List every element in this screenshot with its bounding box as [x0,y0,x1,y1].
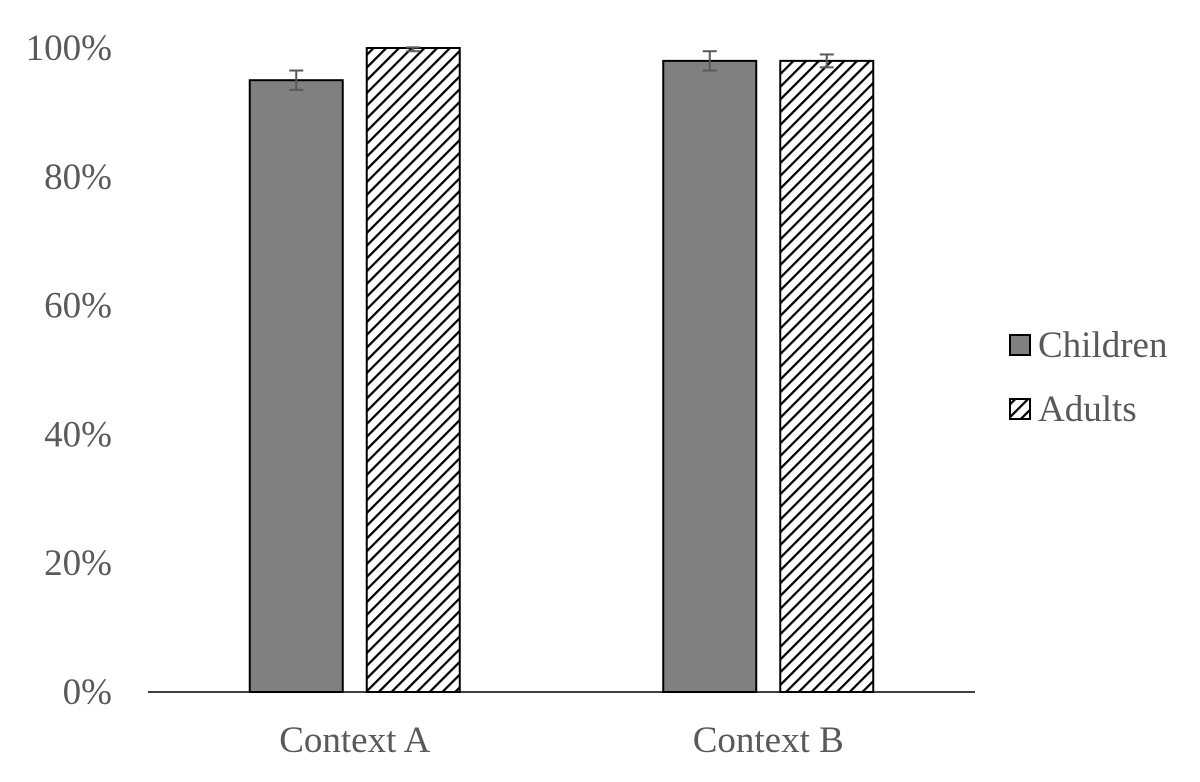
error-bar [289,69,304,91]
x-category-label: Context A [279,720,430,761]
bar-adults-1 [365,47,461,693]
y-axis: 0% 20% 40% 60% 80% 100% [26,28,112,713]
error-bar [702,50,717,72]
y-tick-label: 100% [26,28,112,69]
bars-group [248,46,875,693]
legend-swatch-children [1009,334,1031,356]
error-bar [819,53,834,69]
bar-adults-2 [779,59,875,693]
x-category-label: Context B [693,720,844,761]
y-tick-label: 60% [44,286,112,327]
y-tick-label: 40% [44,414,112,455]
bar-children-2 [662,59,758,693]
bar-children-1 [248,79,344,693]
legend: Children Adults [1009,325,1167,430]
legend-label-children: Children [1038,325,1167,366]
y-tick-label: 80% [44,157,112,198]
y-tick-label: 20% [44,543,112,584]
x-axis: Context A Context B [148,691,975,761]
legend-swatch-adults [1009,398,1031,420]
y-tick-label: 0% [63,672,112,713]
legend-label-adults: Adults [1038,389,1137,430]
error-bar [406,46,421,53]
